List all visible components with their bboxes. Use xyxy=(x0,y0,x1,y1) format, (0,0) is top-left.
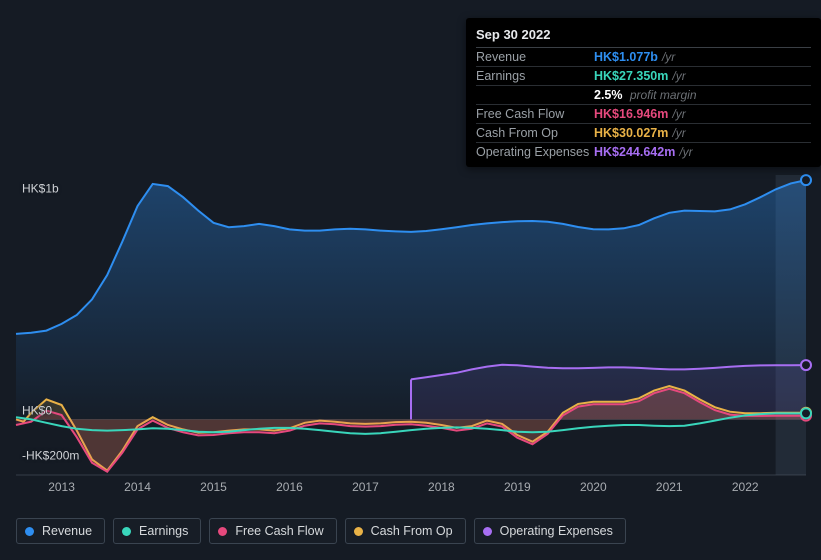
tooltip-label: Earnings xyxy=(476,69,594,83)
x-axis-tick: 2014 xyxy=(124,480,151,494)
tooltip-row-opex: Operating ExpensesHK$244.642m/yr xyxy=(476,143,811,161)
tooltip-value: HK$30.027m xyxy=(594,126,668,140)
legend-item-cfop[interactable]: Cash From Op xyxy=(345,518,466,544)
tooltip-row-fcf: Free Cash FlowHK$16.946m/yr xyxy=(476,105,811,124)
legend-label: Earnings xyxy=(139,524,188,538)
chart-legend: Revenue Earnings Free Cash Flow Cash From O… xyxy=(16,518,626,544)
x-axis-tick: 2021 xyxy=(656,480,683,494)
chart-svg xyxy=(16,175,806,475)
x-axis-tick: 2020 xyxy=(580,480,607,494)
tooltip-per: /yr xyxy=(672,69,685,83)
tooltip-per: /yr xyxy=(662,50,675,64)
tooltip-per: /yr xyxy=(672,107,685,121)
legend-swatch-icon xyxy=(483,527,492,536)
tooltip-margin-row: 2.5% profit margin xyxy=(476,86,811,105)
legend-item-fcf[interactable]: Free Cash Flow xyxy=(209,518,336,544)
legend-label: Free Cash Flow xyxy=(235,524,323,538)
y-axis-tick: -HK$200m xyxy=(22,448,79,462)
tooltip-label: Operating Expenses xyxy=(476,145,594,159)
x-axis-tick: 2013 xyxy=(48,480,75,494)
tooltip-value: HK$1.077b xyxy=(594,50,658,64)
legend-item-revenue[interactable]: Revenue xyxy=(16,518,105,544)
x-axis-tick: 2015 xyxy=(200,480,227,494)
tooltip-per: /yr xyxy=(679,145,692,159)
legend-swatch-icon xyxy=(218,527,227,536)
tooltip-row-cfop: Cash From OpHK$30.027m/yr xyxy=(476,124,811,143)
hover-tooltip: Sep 30 2022 RevenueHK$1.077b/yrEarningsH… xyxy=(466,18,821,167)
x-axis-tick: 2022 xyxy=(732,480,759,494)
x-axis-tick: 2017 xyxy=(352,480,379,494)
y-axis-tick: HK$1b xyxy=(22,182,59,196)
tooltip-row-earnings: EarningsHK$27.350m/yr xyxy=(476,67,811,86)
x-axis-tick: 2019 xyxy=(504,480,531,494)
tooltip-value: HK$16.946m xyxy=(594,107,668,121)
tooltip-value: HK$244.642m xyxy=(594,145,675,159)
legend-swatch-icon xyxy=(354,527,363,536)
tooltip-row-revenue: RevenueHK$1.077b/yr xyxy=(476,48,811,67)
financial-chart-stage: Sep 30 2022 RevenueHK$1.077b/yrEarningsH… xyxy=(0,0,821,560)
tooltip-label: Revenue xyxy=(476,50,594,64)
x-axis-tick: 2016 xyxy=(276,480,303,494)
chart-plot-area[interactable]: HK$1b HK$0 -HK$200m xyxy=(16,175,806,475)
tooltip-per: /yr xyxy=(672,126,685,140)
legend-item-earnings[interactable]: Earnings xyxy=(113,518,201,544)
tooltip-value: HK$27.350m xyxy=(594,69,668,83)
legend-item-opex[interactable]: Operating Expenses xyxy=(474,518,626,544)
legend-label: Operating Expenses xyxy=(500,524,613,538)
x-axis-tick: 2018 xyxy=(428,480,455,494)
legend-swatch-icon xyxy=(25,527,34,536)
tooltip-label: Cash From Op xyxy=(476,126,594,140)
legend-label: Revenue xyxy=(42,524,92,538)
chart-x-axis: 2013 2014 2015 2016 2017 2018 2019 2020 2021 2022 xyxy=(16,480,806,500)
tooltip-label: Free Cash Flow xyxy=(476,107,594,121)
y-axis-tick: HK$0 xyxy=(22,404,52,418)
tooltip-date: Sep 30 2022 xyxy=(476,24,811,48)
legend-swatch-icon xyxy=(122,527,131,536)
legend-label: Cash From Op xyxy=(371,524,453,538)
